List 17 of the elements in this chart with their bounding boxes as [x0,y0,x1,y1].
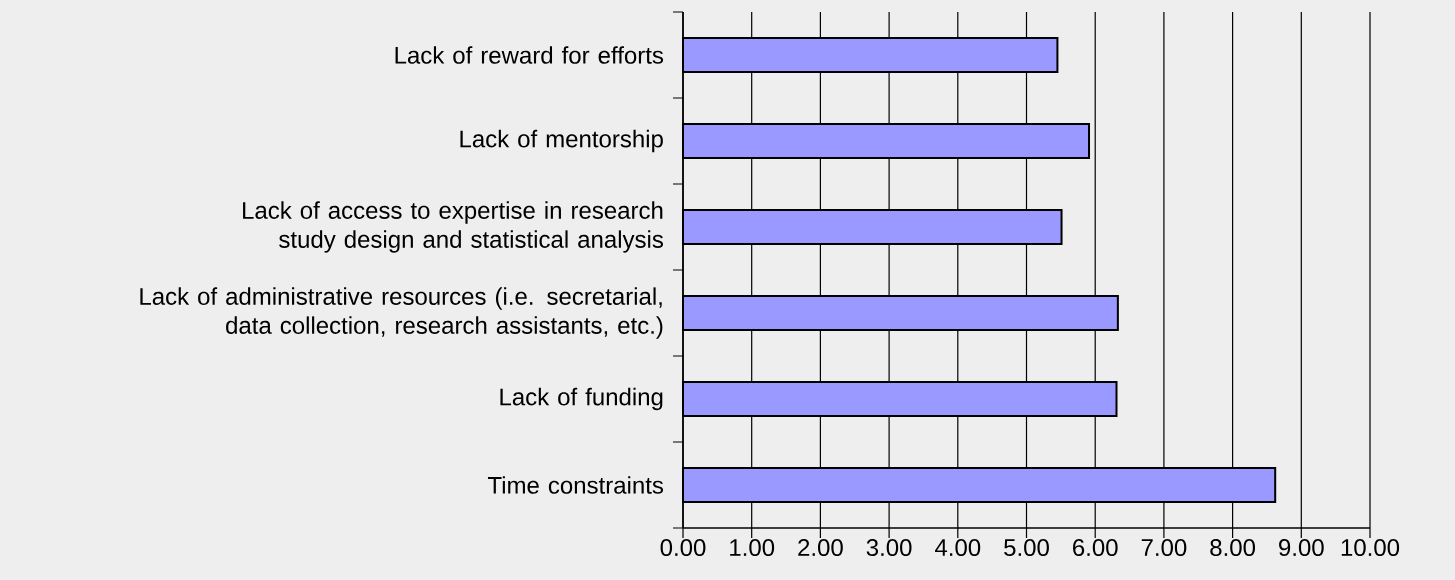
y-tick-label: Lack of access to expertise in research study design and statistical analysis [243,201,663,253]
x-tick-label: 9.00 [1279,539,1324,557]
x-tick-label: 5.00 [1004,539,1049,557]
x-tick-label: 2.00 [798,539,843,557]
x-tick-label: 8.00 [1210,539,1256,557]
x-tick-label: 3.00 [866,539,912,557]
x-tick-label: 0.00 [660,539,706,557]
x-tick-label: 1.00 [730,539,775,557]
x-tick-label: 4.00 [935,539,981,557]
x-tick-label: 7.00 [1141,539,1187,557]
y-tick-label: Lack of funding [500,387,663,411]
y-tick-label: Time constraints [487,476,664,494]
x-tick-label: 6.00 [1073,539,1118,557]
y-tick-label: Lack of mentorship [460,129,663,153]
x-tick-label: 10.00 [1341,539,1400,557]
y-tick-label: Lack of administrative resources (i.e. secretarial, data collection, research assistants, etc.) [140,287,663,339]
y-tick-label: Lack of reward for efforts [395,46,664,64]
